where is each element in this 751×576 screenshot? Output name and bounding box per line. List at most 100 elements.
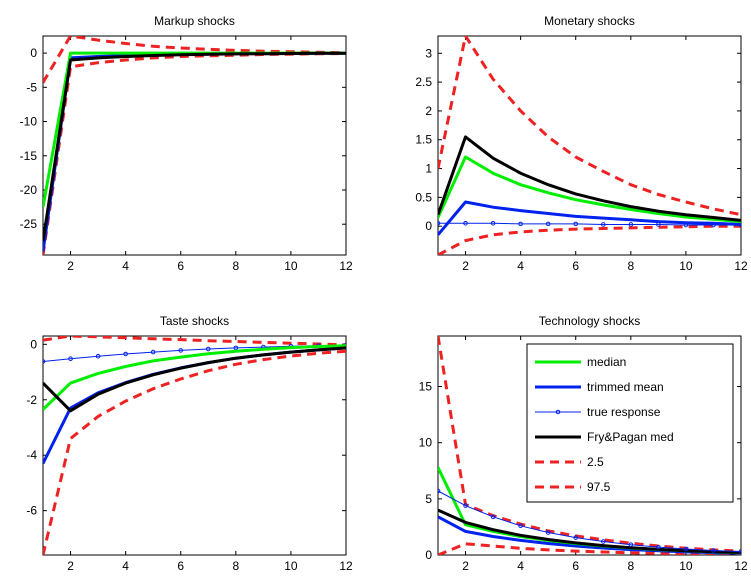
series-point-true <box>95 353 101 359</box>
legend: median trimmed mean true response Fry&Pagan… <box>526 343 734 503</box>
y-tick-label: 5 <box>425 492 432 506</box>
y-tick-label: 0 <box>30 46 37 60</box>
y-tick-label: -4 <box>26 448 37 462</box>
x-tick-label: 6 <box>177 259 184 273</box>
series-point-true <box>43 359 46 364</box>
series-point-true <box>600 539 606 544</box>
x-tick-label: 12 <box>734 559 748 573</box>
series-line-lo <box>43 349 346 555</box>
chart-title: Taste shocks <box>160 314 229 328</box>
series-point-true <box>518 523 523 529</box>
series-line-fp <box>438 508 741 554</box>
y-tick-label: -5 <box>26 80 37 94</box>
y-tick-label: -15 <box>20 149 38 163</box>
legend-label-median: median <box>587 355 626 369</box>
y-tick-label: 15 <box>419 380 433 394</box>
chart-panel-1: Markup shocks 2 4 6 8 10 12 0 -5 -10 -15 -20 -25 <box>20 14 353 273</box>
series-group <box>43 336 346 555</box>
series-point-true <box>600 222 606 227</box>
series-point-true <box>573 535 579 540</box>
series-line-hi <box>43 336 346 347</box>
x-tick-label: 8 <box>627 559 634 573</box>
series-line-lo <box>43 52 346 255</box>
y-tick-label: -10 <box>20 115 38 129</box>
x-tick-label: 4 <box>517 259 524 273</box>
chart-panel-2: Monetary shocks 2 4 6 8 10 12 0 0.5 1 1.5 2 2.5 3 <box>415 14 748 273</box>
chart-title: Markup shocks <box>154 14 235 28</box>
series-line-true <box>438 490 741 553</box>
legend-label-trimmed: trimmed mean <box>587 380 664 394</box>
y-tick-label: 2 <box>425 104 432 118</box>
series-point-true <box>683 546 689 552</box>
series-point-true <box>545 221 551 227</box>
series-line-lo <box>438 224 741 255</box>
y-tick-label: -25 <box>20 217 38 231</box>
y-tick-label: 3 <box>425 46 432 60</box>
series-line-fp <box>43 51 346 242</box>
axes-frame <box>42 35 347 256</box>
x-tick-label: 12 <box>339 259 353 273</box>
series-point-true <box>711 548 716 553</box>
series-line-median <box>438 155 741 224</box>
x-tick-label: 6 <box>572 559 579 573</box>
series-point-true <box>178 348 184 353</box>
series-line-trimmed <box>43 51 346 252</box>
series-point-true <box>628 542 634 547</box>
x-tick-label: 6 <box>177 559 184 573</box>
series-point-true <box>463 221 468 226</box>
series-point-true <box>738 549 741 554</box>
series-group <box>43 36 346 255</box>
series-point-true <box>438 221 441 226</box>
series-line-median <box>43 344 346 411</box>
legend-label-true: true response <box>587 405 661 419</box>
series-point-true <box>490 221 496 226</box>
series-point-true <box>463 503 468 508</box>
series-point-true <box>573 221 579 227</box>
series-line-fp <box>438 135 741 222</box>
legend-label-fp: Fry&Pagan med <box>587 430 674 444</box>
y-tick-label: 2.5 <box>415 75 432 89</box>
axes-frame <box>437 35 742 256</box>
x-tick-label: 2 <box>462 259 469 273</box>
series-point-true <box>545 530 551 535</box>
series-point-true <box>656 544 661 550</box>
x-tick-label: 8 <box>627 259 634 273</box>
series-point-true <box>518 221 523 227</box>
y-tick-label: 10 <box>419 436 433 450</box>
x-tick-label: 4 <box>517 559 524 573</box>
x-tick-label: 2 <box>462 559 469 573</box>
y-tick-label: 1.5 <box>415 133 432 147</box>
y-tick-label: 0 <box>30 337 37 351</box>
y-tick-label: -6 <box>26 504 37 518</box>
series-point-true <box>123 351 128 357</box>
axes-frame <box>42 335 347 556</box>
x-tick-label: 4 <box>122 559 129 573</box>
series-line-fp <box>43 346 346 413</box>
series-group <box>438 336 741 555</box>
x-tick-label: 12 <box>339 559 353 573</box>
x-tick-label: 8 <box>232 259 239 273</box>
x-tick-label: 6 <box>572 259 579 273</box>
series-line-true <box>438 222 741 226</box>
chart-panel-4: Technology shocks 2 4 6 8 10 12 0 5 10 15 median tri… <box>419 314 748 573</box>
x-tick-label: 2 <box>67 259 74 273</box>
y-tick-label: 0 <box>425 219 432 233</box>
x-tick-label: 10 <box>284 259 298 273</box>
x-tick-label: 10 <box>284 559 298 573</box>
series-group <box>438 36 741 255</box>
series-line-median <box>43 51 346 208</box>
axes-frame <box>437 335 742 556</box>
x-tick-label: 12 <box>734 259 748 273</box>
series-line-lo <box>438 542 741 555</box>
series-line-hi <box>438 36 741 217</box>
y-tick-label: 0.5 <box>415 190 432 204</box>
series-point-true <box>150 349 156 355</box>
series-point-true <box>205 346 211 352</box>
y-tick-label: -2 <box>26 393 37 407</box>
x-tick-label: 10 <box>679 559 693 573</box>
y-tick-label: 0 <box>425 548 432 562</box>
x-tick-label: 2 <box>67 559 74 573</box>
legend-label-hi: 97.5 <box>587 480 611 494</box>
x-tick-label: 10 <box>679 259 693 273</box>
